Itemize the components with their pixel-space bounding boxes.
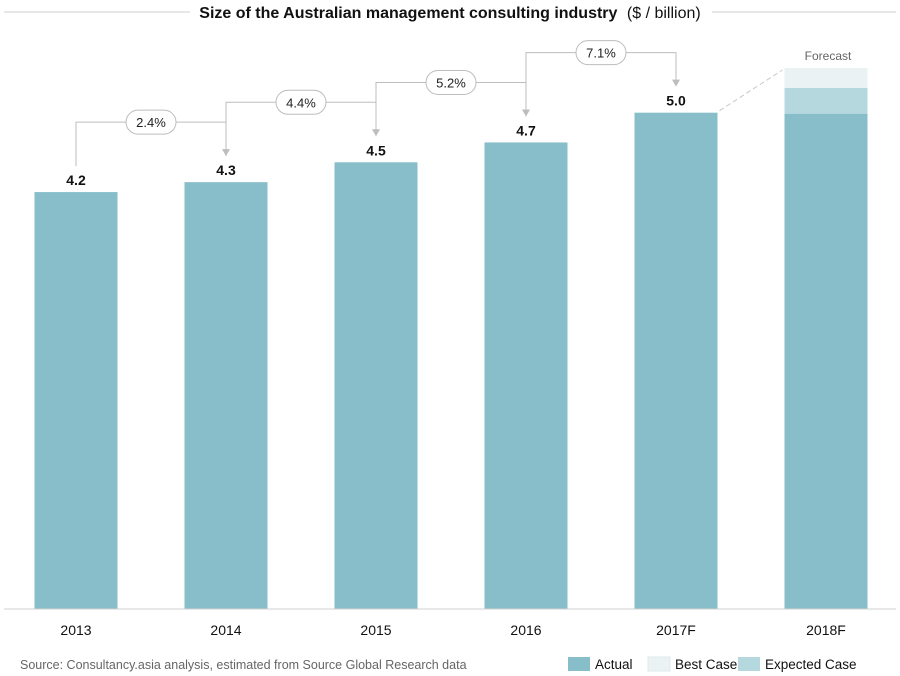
chart-title-unit: ($ / billion) [627,5,701,22]
value-labels: 4.2 4.3 4.5 4.7 5.0 [66,93,686,188]
growth-badge-2017f [575,40,627,66]
legend-swatch-expected-case [738,657,760,671]
growth-rate-label-2015: 4.4% [286,95,316,110]
bar-2018f-actual [784,113,868,609]
value-label-2016: 4.7 [516,122,536,138]
value-label-2013: 4.2 [66,172,86,188]
bar-2015 [334,162,418,610]
category-label-2013: 2013 [60,622,91,638]
forecast-leader-line [719,69,783,112]
category-labels: 2013 2014 2015 2016 2017F 2018F [60,622,845,638]
bar-2014 [184,182,268,610]
category-label-2017f: 2017F [656,622,696,638]
bar-2016 [484,142,568,610]
category-label-2014: 2014 [210,622,241,638]
legend-label-expected-case: Expected Case [765,657,857,672]
bars-group [34,68,868,610]
chart-title-main: Size of the Australian management consul… [199,5,617,22]
legend-swatch-actual [568,657,590,671]
growth-rate-label-2017f: 7.1% [586,46,616,61]
legend: Actual Best Case Expected Case [568,656,857,672]
bar-2018f-expected-case [784,87,868,114]
growth-badge-2016 [425,69,477,95]
source-note: Source: Consultancy.asia analysis, estim… [20,658,467,672]
forecast-label: Forecast [805,49,852,63]
category-label-2016: 2016 [510,622,541,638]
growth-badge-2014 [125,109,177,135]
legend-label-best-case: Best Case [675,657,737,672]
bar-2013 [34,192,118,609]
growth-arrowhead-2017f [672,79,680,87]
growth-rate-label-2014: 2.4% [136,115,166,130]
category-label-2015: 2015 [360,622,391,638]
growth-badges: 2.4% 4.4% 5.2% 7.1% [125,40,627,135]
chart-title: Size of the Australian management consul… [199,5,700,22]
bar-2018f-best-case [784,68,868,88]
growth-badge-2015 [275,89,327,115]
legend-swatch-best-case [647,656,671,672]
value-label-2015: 4.5 [366,142,386,158]
bar-2017f [634,112,718,609]
value-label-2014: 4.3 [216,162,236,178]
category-label-2018f: 2018F [806,622,846,638]
growth-rate-label-2016: 5.2% [436,75,466,90]
legend-label-actual: Actual [595,657,633,672]
value-label-2017f: 5.0 [666,93,686,109]
